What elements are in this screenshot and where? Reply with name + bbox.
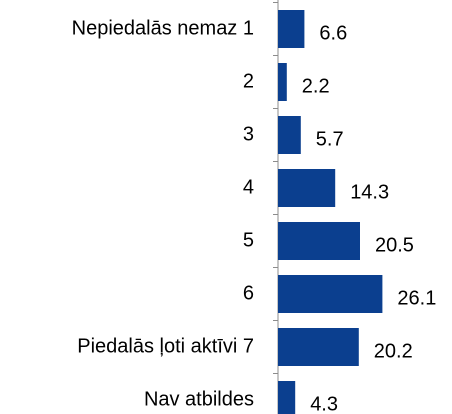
bar: [278, 275, 383, 313]
bar: [278, 381, 296, 414]
value-label: 20.2: [374, 340, 413, 362]
value-label: 2.2: [302, 75, 330, 97]
value-label: 14.3: [350, 181, 389, 203]
bar: [278, 116, 301, 154]
category-label: 5: [243, 229, 254, 251]
bar: [278, 222, 360, 260]
bar: [278, 328, 359, 366]
category-label: Piedalās ļoti aktīvi 7: [77, 335, 254, 357]
value-label: 26.1: [397, 287, 436, 309]
category-label: Nav atbildes: [144, 388, 254, 410]
value-label: 5.7: [316, 128, 344, 150]
bar: [278, 63, 287, 101]
category-label: 3: [243, 123, 254, 145]
category-label: 4: [243, 176, 254, 198]
category-label: Nepiedalās nemaz 1: [72, 17, 254, 39]
value-label: 6.6: [319, 22, 347, 44]
category-label: 2: [243, 70, 254, 92]
bar: [278, 169, 336, 207]
value-label: 20.5: [375, 234, 414, 256]
bar: [278, 10, 305, 48]
category-label: 6: [243, 282, 254, 304]
value-label: 4.3: [310, 393, 338, 414]
